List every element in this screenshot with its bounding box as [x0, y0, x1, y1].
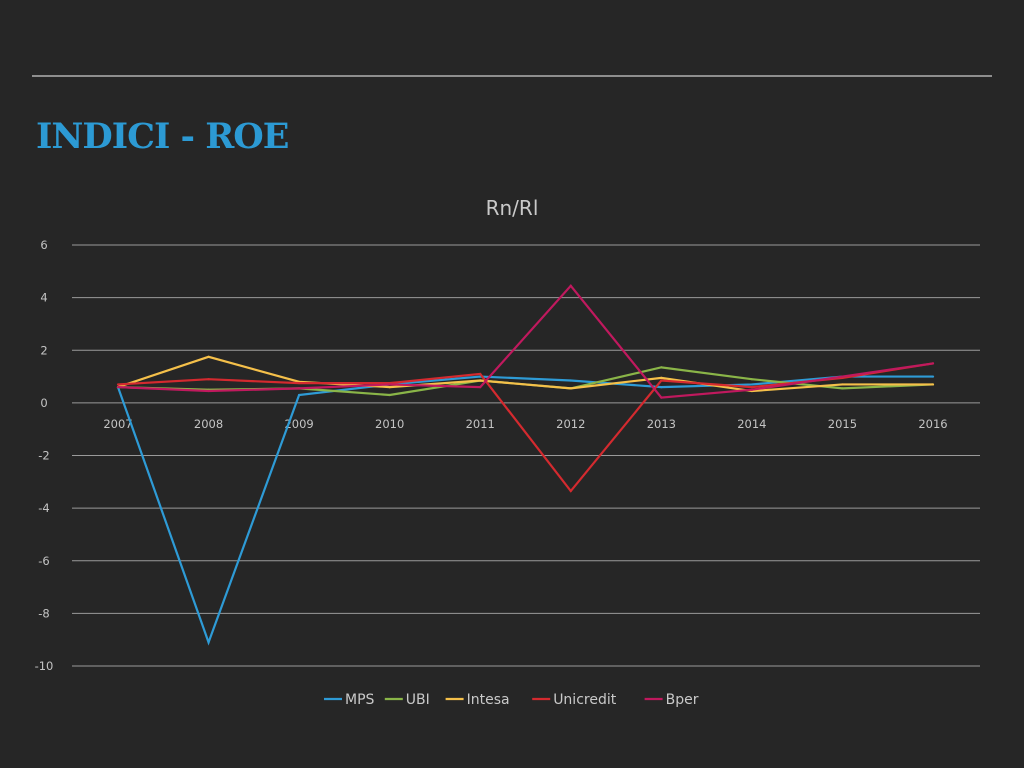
- data-point-ubi: [660, 366, 663, 369]
- legend-label: UBI: [406, 692, 430, 708]
- legend-item-mps: MPS: [324, 692, 375, 708]
- series-line-mps: [116, 375, 933, 646]
- y-tick-label: 4: [40, 291, 47, 305]
- y-tick-label: -8: [38, 606, 49, 620]
- x-tick-label: 2012: [556, 417, 585, 431]
- x-tick-label: 2011: [466, 417, 495, 431]
- data-point-unicredit: [207, 378, 210, 381]
- data-point-bper: [479, 385, 482, 389]
- legend-label: Intesa: [467, 692, 510, 708]
- data-point-mps: [660, 385, 663, 389]
- data-point-unicredit: [750, 385, 753, 389]
- top-divider-line: [32, 75, 992, 77]
- x-tick-label: 2009: [284, 417, 313, 431]
- x-tick-label: 2008: [194, 417, 223, 431]
- data-point-bper: [388, 383, 391, 386]
- y-tick-label: -2: [38, 449, 49, 463]
- data-point-bper: [207, 389, 210, 393]
- data-point-unicredit: [479, 372, 482, 376]
- data-point-bper: [750, 388, 753, 391]
- slide-title: INDICI - ROE: [36, 116, 289, 157]
- series-mps: [116, 375, 935, 646]
- x-axis-tick-labels: 2007 2008 2009 2010 2011 2012 2013 2014 2015 2016: [103, 417, 947, 431]
- data-point-mps: [931, 375, 935, 378]
- data-point-intesa: [569, 387, 572, 390]
- data-point-intesa: [207, 355, 210, 358]
- data-point-bper: [569, 284, 572, 287]
- legend-label: Bper: [666, 692, 699, 708]
- x-tick-label: 2007: [103, 417, 132, 431]
- legend-label: MPS: [345, 692, 375, 708]
- series-line-unicredit: [117, 362, 934, 493]
- x-tick-label: 2013: [647, 417, 676, 431]
- series-lines: [116, 284, 935, 646]
- data-point-intesa: [841, 383, 844, 386]
- data-point-intesa: [479, 379, 482, 382]
- data-point-bper: [931, 362, 935, 365]
- legend: MPS UBI Intesa Unicredit Bper: [324, 692, 699, 708]
- data-point-bper: [841, 375, 844, 378]
- y-tick-label: 2: [40, 343, 47, 357]
- y-axis-tick-labels: 6 4 2 0 -2 -4 -6 -8 -10: [35, 238, 54, 673]
- data-point-mps: [298, 393, 301, 397]
- y-tick-label: 0: [40, 396, 47, 410]
- series-line-intesa: [117, 355, 933, 393]
- data-point-ubi: [841, 387, 844, 390]
- data-point-unicredit: [569, 489, 572, 493]
- data-point-bper: [298, 387, 301, 390]
- data-point-intesa: [931, 383, 935, 386]
- chart-title: Rn/Rl: [486, 196, 539, 220]
- data-point-mps: [569, 379, 572, 382]
- x-tick-label: 2015: [828, 417, 857, 431]
- legend-label: Unicredit: [553, 692, 617, 708]
- y-tick-label: 6: [40, 238, 47, 252]
- y-tick-label: -10: [35, 659, 54, 673]
- y-tick-label: -6: [38, 554, 49, 568]
- data-point-mps: [750, 383, 753, 386]
- data-point-unicredit: [660, 379, 663, 382]
- gridlines: [72, 244, 980, 667]
- series-line-bper: [117, 284, 934, 399]
- legend-item-intesa: Intesa: [445, 692, 510, 708]
- data-point-unicredit: [298, 382, 301, 385]
- data-point-mps: [207, 641, 210, 644]
- data-point-ubi: [750, 378, 753, 381]
- data-point-ubi: [388, 393, 391, 397]
- series-intesa: [116, 355, 935, 393]
- data-point-unicredit: [116, 383, 120, 386]
- x-tick-label: 2016: [918, 417, 947, 431]
- series-bper: [116, 284, 935, 399]
- legend-item-ubi: UBI: [384, 692, 430, 708]
- data-point-bper: [116, 385, 120, 389]
- legend-item-unicredit: Unicredit: [532, 692, 617, 708]
- x-tick-label: 2010: [375, 417, 404, 431]
- data-point-intesa: [388, 385, 391, 389]
- data-point-bper: [660, 396, 663, 399]
- legend-item-bper: Bper: [644, 692, 699, 708]
- data-point-intesa: [660, 376, 663, 379]
- y-tick-label: -4: [38, 501, 49, 515]
- x-tick-label: 2014: [737, 417, 766, 431]
